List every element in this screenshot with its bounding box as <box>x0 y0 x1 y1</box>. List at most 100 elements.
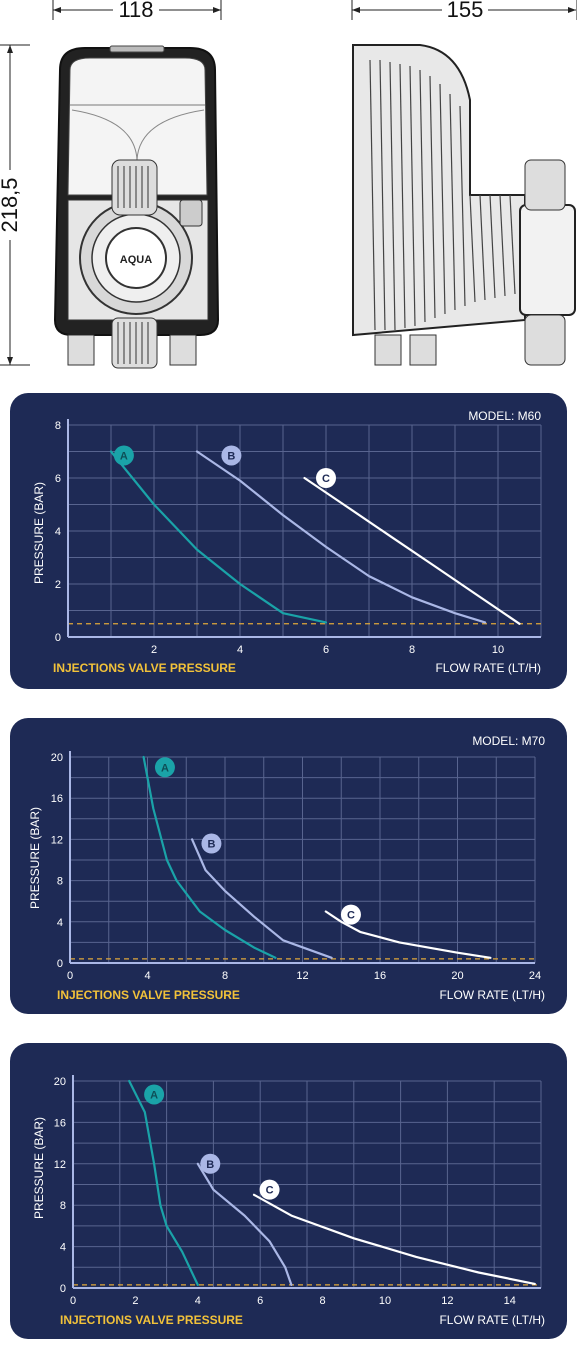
y-axis-title: PRESSURE (BAR) <box>32 1117 46 1219</box>
series-label-a: A <box>150 1089 158 1101</box>
series-line-b <box>195 450 487 624</box>
valve-pressure-label: INJECTIONS VALVE PRESSURE <box>60 1313 243 1327</box>
valve-pressure-label: INJECTIONS VALVE PRESSURE <box>57 988 240 1002</box>
series-label-b: B <box>206 1159 214 1171</box>
series-line-a <box>142 755 277 959</box>
x-tick-label: 14 <box>504 1295 516 1307</box>
series-line-c <box>252 1193 536 1285</box>
x-tick-label: 0 <box>67 970 73 982</box>
y-tick-label: 16 <box>54 1117 66 1129</box>
y-tick-label: 6 <box>55 473 61 485</box>
side-width-value: 155 <box>447 0 484 22</box>
x-tick-label: 12 <box>441 1295 453 1307</box>
series-marker-a <box>144 1084 165 1105</box>
y-tick-label: 12 <box>54 1159 66 1171</box>
axes <box>69 751 535 964</box>
series-label-a: A <box>120 450 128 462</box>
x-tick-label: 24 <box>529 970 541 982</box>
y-tick-label: 4 <box>60 1242 66 1254</box>
x-axis-title: FLOW RATE (LT/H) <box>439 1313 545 1327</box>
series-marker-a <box>113 445 134 466</box>
series-line-c <box>303 476 521 625</box>
height-dimension: 218,5 <box>0 44 30 366</box>
x-tick-label: 8 <box>409 644 415 656</box>
x-tick-label: 20 <box>451 970 463 982</box>
series-marker-b <box>200 1153 221 1174</box>
axes <box>72 1075 541 1289</box>
chart-m70: A B C 0 4 8 12 16 20 24 0 4 8 12 16 20 MODEL: M70 PRES… <box>28 734 545 1002</box>
series-marker-a <box>154 757 175 778</box>
y-axis-title: PRESSURE (BAR) <box>32 482 46 584</box>
series: A B C <box>142 755 492 959</box>
x-tick-label: 4 <box>144 970 150 982</box>
series-label-b: B <box>207 839 215 851</box>
tick-labels: 2 4 6 8 10 0 2 4 6 8 <box>55 420 504 656</box>
axes <box>67 419 541 638</box>
x-tick-label: 0 <box>70 1295 76 1307</box>
series-marker-b <box>221 445 242 466</box>
product-drawings: 118 218,5 155 AQUA <box>0 0 577 369</box>
series-marker-c <box>316 468 336 488</box>
tick-labels: 0 4 8 12 16 20 24 0 4 8 12 16 20 <box>51 752 541 982</box>
x-tick-label: 10 <box>492 644 504 656</box>
front-width-dimension: 118 <box>52 0 222 22</box>
series-line-c <box>324 910 492 959</box>
x-axis-title: FLOW RATE (LT/H) <box>439 988 545 1002</box>
grid <box>69 756 536 964</box>
height-value: 218,5 <box>0 177 22 232</box>
series: A B C <box>128 1079 536 1286</box>
y-tick-label: 8 <box>55 420 61 432</box>
x-tick-label: 6 <box>323 644 329 656</box>
series-marker-c <box>340 904 361 925</box>
series: A B C <box>109 445 521 625</box>
y-tick-label: 8 <box>57 876 63 888</box>
y-tick-label: 4 <box>55 526 61 538</box>
chart-m60: A B C 2 4 6 8 10 0 2 4 6 8 MODEL: M60 PRESSURE (BAR… <box>32 409 542 675</box>
x-tick-label: 4 <box>195 1295 201 1307</box>
x-tick-label: 6 <box>257 1295 263 1307</box>
model-label: MODEL: M70 <box>472 734 545 748</box>
valve-pressure-label: INJECTIONS VALVE PRESSURE <box>53 661 236 675</box>
series-label-c: C <box>347 910 355 922</box>
pump-front-view: AQUA <box>53 45 220 369</box>
y-tick-label: 0 <box>55 632 61 644</box>
aqua-logo: AQUA <box>120 254 152 266</box>
series-line-a <box>128 1079 199 1286</box>
y-tick-label: 0 <box>57 958 63 970</box>
y-tick-label: 8 <box>60 1200 66 1212</box>
x-tick-label: 4 <box>237 644 243 656</box>
chart-panel-m60: A B C 2 4 6 8 10 0 2 4 6 8 MODEL: M60 PRESSURE (BAR… <box>10 393 567 689</box>
series-label-c: C <box>266 1185 274 1197</box>
x-tick-label: 16 <box>374 970 386 982</box>
front-width-value: 118 <box>118 0 153 22</box>
y-tick-label: 20 <box>51 752 63 764</box>
series-marker-c <box>259 1179 280 1200</box>
tick-labels: 0 2 4 6 8 10 12 14 0 4 8 12 16 20 <box>54 1076 516 1307</box>
y-tick-label: 12 <box>51 834 63 846</box>
y-tick-label: 20 <box>54 1076 66 1088</box>
series-label-b: B <box>227 450 235 462</box>
x-axis-title: FLOW RATE (LT/H) <box>435 661 541 675</box>
series-line-b <box>191 838 333 959</box>
y-axis-title: PRESSURE (BAR) <box>28 807 42 909</box>
x-tick-label: 10 <box>379 1295 391 1307</box>
x-tick-label: 2 <box>151 644 157 656</box>
series-label-c: C <box>322 473 330 485</box>
y-tick-label: 2 <box>55 579 61 591</box>
x-tick-label: 8 <box>222 970 228 982</box>
grid <box>72 1080 542 1289</box>
series-marker-b <box>201 833 222 854</box>
pump-side-view <box>352 44 576 366</box>
x-tick-label: 2 <box>132 1295 138 1307</box>
series-line-b <box>196 1162 293 1286</box>
series-label-a: A <box>161 762 169 774</box>
series-line-a <box>109 450 328 624</box>
x-tick-label: 12 <box>296 970 308 982</box>
side-width-dimension: 155 <box>351 0 577 22</box>
x-tick-label: 8 <box>320 1295 326 1307</box>
y-tick-label: 16 <box>51 793 63 805</box>
y-tick-label: 4 <box>57 917 63 929</box>
model-label: MODEL: M60 <box>468 409 541 423</box>
